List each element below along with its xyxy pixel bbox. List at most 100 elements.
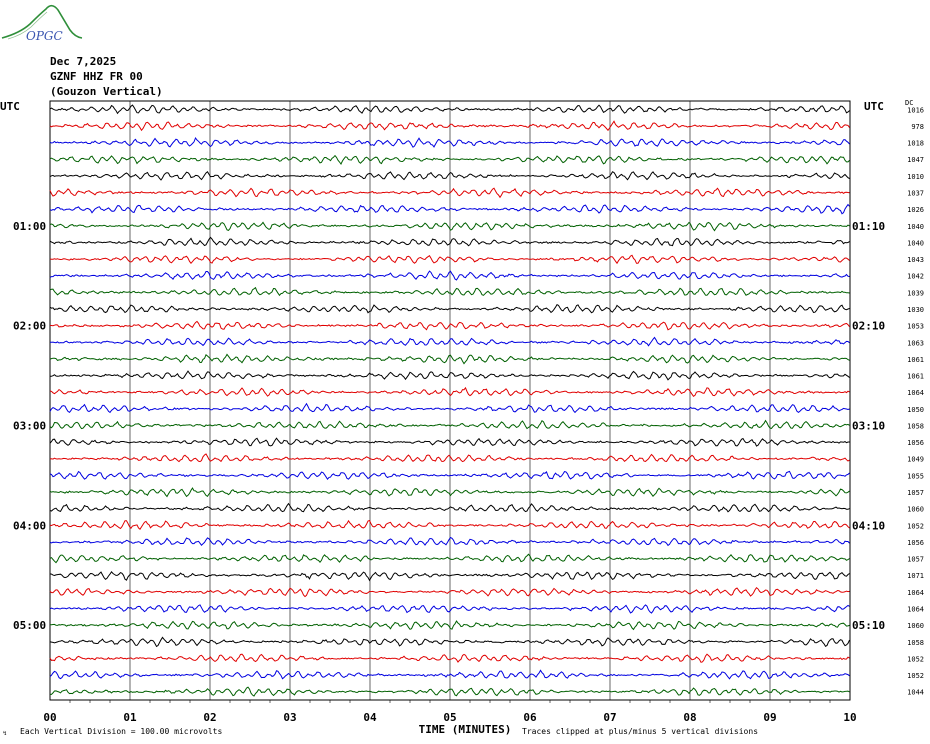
station-location: (Gouzon Vertical)	[50, 85, 163, 98]
dc-offset-label: 1040	[907, 239, 924, 247]
trace-row-5	[49, 171, 850, 181]
trace-row-2	[49, 120, 850, 132]
left-time-label: 02:00	[13, 320, 46, 333]
opgc-logo: OPGC	[1, 4, 83, 43]
dc-offset-label: 1061	[907, 373, 924, 381]
right-time-label: 03:10	[852, 419, 885, 432]
trace-row-17	[49, 370, 850, 381]
trace-row-34	[49, 653, 850, 663]
trace-row-1	[49, 104, 850, 115]
x-tick-label: 09	[763, 711, 776, 724]
x-tick-label: 01	[123, 711, 137, 724]
right-time-label: 05:10	[852, 619, 885, 632]
dc-offset-label: 1071	[907, 572, 924, 580]
dc-offset-label: 1056	[907, 439, 924, 447]
trace-row-18	[49, 386, 850, 397]
trace-row-24	[49, 487, 850, 498]
left-time-labels: 01:00 02:00 03:00 04:00 05:00	[13, 220, 46, 632]
dc-offset-label: 1056	[907, 539, 924, 547]
left-time-label: 05:00	[13, 619, 46, 632]
trace-row-28	[49, 553, 850, 564]
trace-row-13	[49, 304, 850, 314]
trace-row-16	[49, 353, 850, 365]
trace-row-33	[49, 636, 850, 648]
trace-rows	[49, 104, 850, 697]
x-tick-label: 06	[523, 711, 537, 724]
right-time-label: 01:10	[852, 220, 885, 233]
trace-row-8	[49, 221, 850, 232]
dc-offset-label: 1050	[907, 406, 924, 414]
dc-offset-label: 1058	[907, 422, 924, 430]
dc-offset-label: 1063	[907, 339, 924, 347]
dc-offset-label: 1058	[907, 639, 924, 647]
dc-offset-label: 978	[911, 123, 924, 131]
dc-header: DC	[905, 99, 913, 107]
plot-grid	[49, 100, 851, 703]
trace-row-22	[49, 453, 850, 463]
dc-offset-label: 1044	[907, 689, 924, 697]
dc-offset-label: 1018	[907, 140, 924, 148]
dc-offset-label: 1026	[907, 206, 924, 214]
trace-row-6	[49, 187, 850, 199]
dc-offset-label: 1042	[907, 273, 924, 281]
trace-row-31	[49, 604, 850, 614]
dc-offset-label: 1061	[907, 356, 924, 364]
trace-row-3	[49, 136, 850, 148]
x-tick-label: 04	[363, 711, 377, 724]
dc-offset-label: 1039	[907, 289, 924, 297]
trace-row-36	[50, 686, 850, 697]
trace-row-30	[49, 586, 850, 598]
trace-row-9	[49, 236, 850, 247]
trace-row-23	[49, 470, 850, 481]
dc-offset-label: 1016	[907, 106, 924, 114]
trace-row-20	[49, 419, 850, 430]
trace-row-10	[49, 254, 850, 265]
footer-scale-note: Each Vertical Division = 100.00 microvol…	[20, 727, 222, 736]
dc-offset-label: 1010	[907, 173, 924, 181]
x-tick-label: 00	[43, 711, 56, 724]
footer-mark: ↯	[3, 730, 7, 737]
dc-offset-label: 1055	[907, 472, 924, 480]
trace-row-19	[49, 402, 850, 414]
dc-offset-label: 1052	[907, 655, 924, 663]
left-utc-header: UTC	[0, 100, 20, 113]
dc-offset-label: 1049	[907, 456, 924, 464]
chart-date: Dec 7,2025	[50, 55, 116, 68]
x-tick-label: 03	[283, 711, 296, 724]
dc-offset-label: 1052	[907, 522, 924, 530]
trace-row-14	[50, 320, 850, 331]
x-axis-label: TIME (MINUTES)	[419, 723, 512, 736]
left-time-label: 01:00	[13, 220, 46, 233]
dc-offset-label: 1043	[907, 256, 924, 264]
x-tick-label: 10	[843, 711, 856, 724]
x-tick-label: 05	[443, 711, 456, 724]
trace-row-11	[49, 270, 850, 281]
trace-row-15	[50, 336, 850, 347]
trace-row-21	[49, 437, 850, 447]
dc-offset-label: 1057	[907, 489, 924, 497]
dc-offset-label: 1047	[907, 156, 924, 164]
trace-row-25	[49, 502, 850, 513]
dc-offset-labels: 1016 978 1018 1047 1010 1037 1026 1040 1040 1043 1…	[907, 106, 924, 696]
station-code: GZNF HHZ FR 00	[50, 70, 143, 83]
dc-offset-label: 1060	[907, 506, 924, 514]
left-time-label: 03:00	[13, 419, 46, 432]
trace-row-29	[49, 570, 850, 582]
dc-offset-label: 1057	[907, 556, 924, 564]
trace-row-7	[49, 203, 850, 215]
right-time-labels: 01:10 02:10 03:10 04:10 05:10	[852, 220, 885, 632]
trace-row-26	[49, 519, 850, 530]
dc-offset-label: 1040	[907, 223, 924, 231]
dc-offset-label: 1060	[907, 622, 924, 630]
x-tick-label: 08	[683, 711, 696, 724]
x-axis-ticks: 00 01 02 03 04 05 06 07 08 09 10	[43, 711, 856, 724]
trace-row-35	[49, 669, 850, 680]
dc-offset-label: 1052	[907, 672, 924, 680]
dc-offset-label: 1030	[907, 306, 924, 314]
dc-offset-label: 1064	[907, 389, 924, 397]
right-time-label: 04:10	[852, 519, 885, 532]
x-tick-label: 07	[603, 711, 616, 724]
right-utc-header: UTC	[864, 100, 884, 113]
trace-row-27	[49, 536, 850, 547]
